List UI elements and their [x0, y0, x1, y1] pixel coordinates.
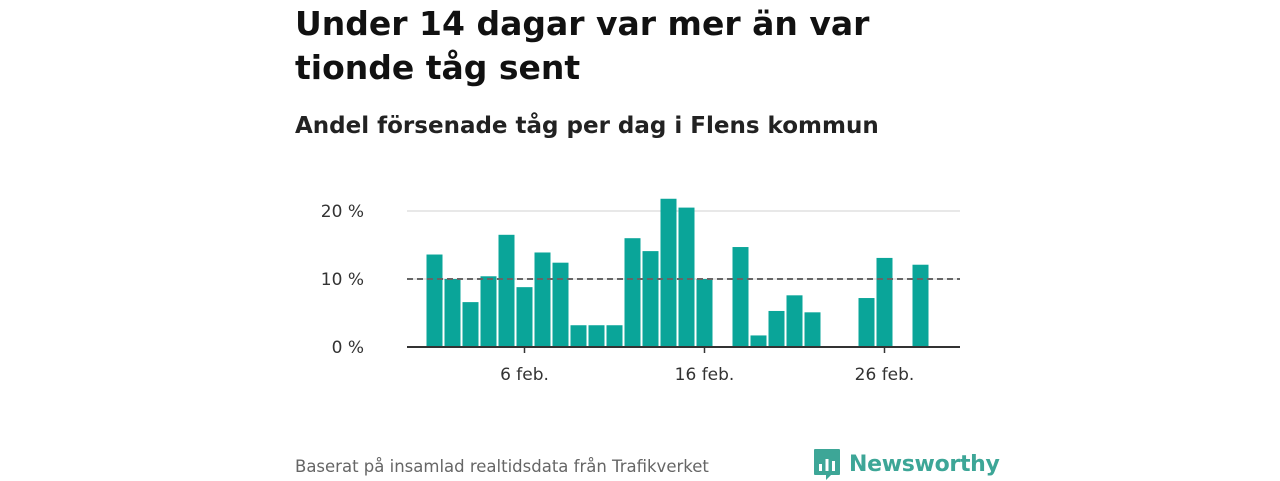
- bar-chart: 0 % 10 % 20 % 6 feb. 16 feb. 26 feb.: [321, 198, 960, 385]
- bar: [570, 325, 587, 347]
- bar: [624, 238, 641, 347]
- bar: [462, 302, 479, 347]
- bar: [678, 207, 695, 347]
- bar: [480, 276, 497, 347]
- bar: [444, 279, 461, 347]
- chart-card: Under 14 dagar var mer än var tionde tåg…: [295, 0, 1000, 480]
- chart-subtitle: Andel försenade tåg per dag i Flens komm…: [295, 113, 879, 139]
- bar: [768, 310, 785, 347]
- y-tick-label: 20 %: [321, 202, 364, 222]
- brand-name: Newsworthy: [849, 451, 1000, 477]
- bar: [498, 234, 515, 347]
- bar: [732, 247, 749, 347]
- y-tick-label: 10 %: [321, 270, 364, 290]
- y-tick-label: 0 %: [332, 338, 364, 358]
- bar: [516, 287, 533, 347]
- bar: [426, 254, 443, 347]
- bar: [552, 262, 569, 347]
- bar: [606, 325, 623, 347]
- bar: [660, 198, 677, 347]
- x-tick-label: 26 feb.: [855, 365, 915, 385]
- bar: [912, 264, 929, 347]
- bar: [588, 325, 605, 347]
- bar: [876, 257, 893, 347]
- bar: [750, 335, 767, 347]
- bar: [534, 252, 551, 347]
- bar: [804, 312, 821, 347]
- bar: [786, 295, 803, 347]
- bar: [642, 251, 659, 347]
- source-note: Baserat på insamlad realtidsdata från Tr…: [295, 457, 709, 476]
- brand: Newsworthy: [813, 447, 1000, 481]
- bar: [858, 298, 875, 347]
- newsworthy-logo-icon: [814, 448, 840, 480]
- x-tick-label: 6 feb.: [500, 365, 549, 385]
- x-tick-label: 16 feb.: [675, 365, 735, 385]
- bar: [696, 279, 713, 347]
- chart-title: Under 14 dagar var mer än var tionde tåg…: [295, 4, 870, 87]
